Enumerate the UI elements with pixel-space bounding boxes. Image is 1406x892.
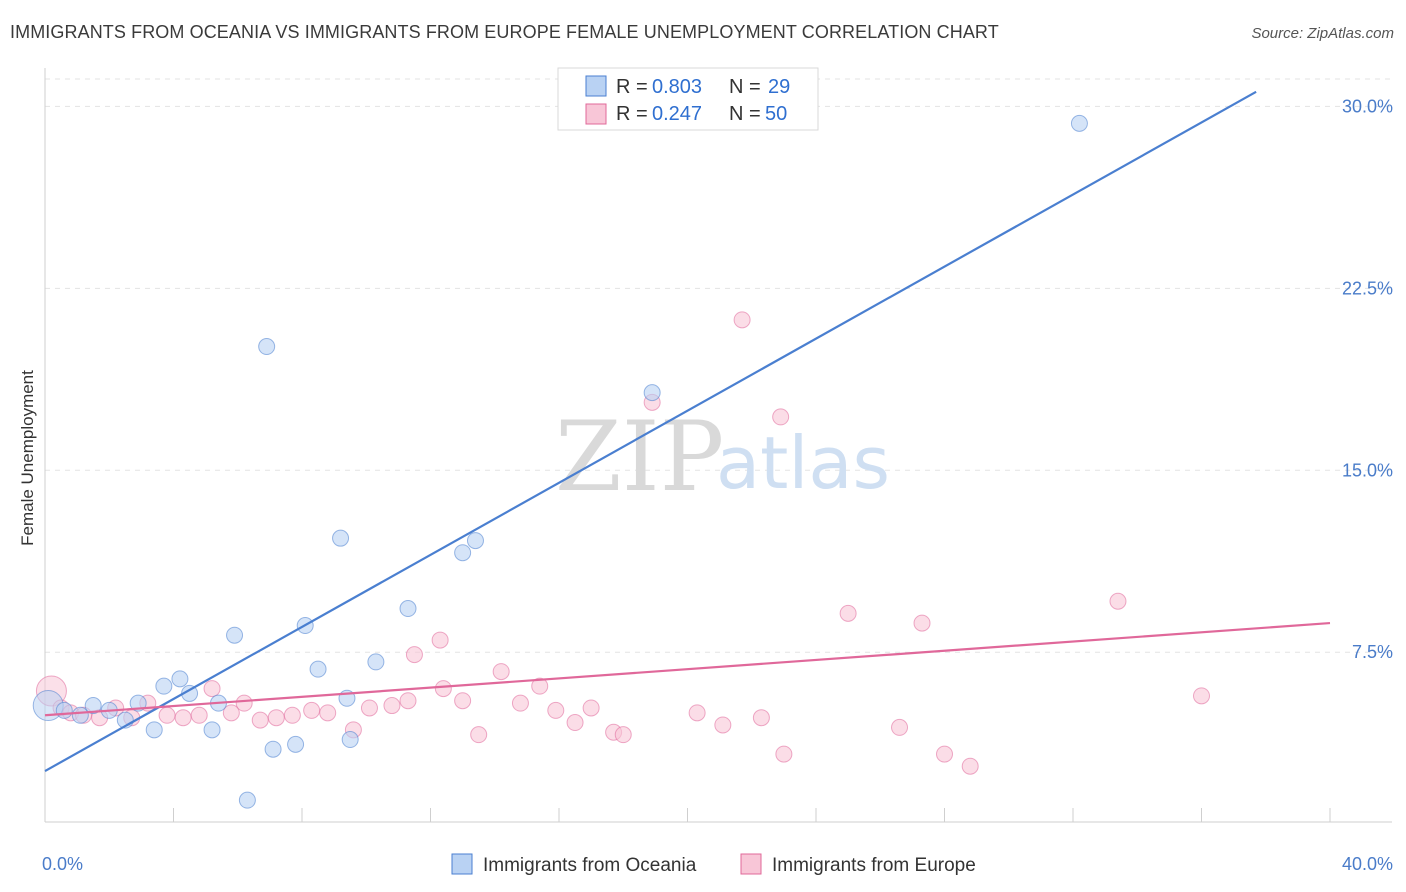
y-tick-label-0: 7.5% xyxy=(1352,642,1393,662)
point-europe-20 xyxy=(360,699,378,717)
bottom-legend-swatch-europe xyxy=(740,853,762,875)
bottom-legend-swatch-oceania xyxy=(451,853,473,875)
y-tick-labels: 7.5% 15.0% 22.5% 30.0% xyxy=(1342,96,1393,662)
y-tick-label-2: 22.5% xyxy=(1342,278,1393,298)
x-tick-label-1: 40.0% xyxy=(1342,854,1393,874)
legend-swatch-europe xyxy=(585,103,607,125)
point-europe-47 xyxy=(961,757,979,775)
point-europe-25 xyxy=(434,680,452,698)
point-europe-10 xyxy=(190,706,208,724)
point-europe-46 xyxy=(936,745,953,763)
point-europe-48 xyxy=(1109,592,1127,610)
point-europe-22 xyxy=(399,692,417,710)
point-europe-31 xyxy=(547,701,565,719)
point-oceania-13 xyxy=(226,626,244,644)
point-oceania-2 xyxy=(71,706,89,724)
point-oceania-8 xyxy=(155,677,173,695)
legend-n-value-oceania: 29 xyxy=(768,76,790,98)
point-oceania-24 xyxy=(399,600,417,618)
point-oceania-6 xyxy=(129,694,147,712)
point-oceania-16 xyxy=(264,740,282,758)
point-oceania-17 xyxy=(287,735,305,753)
point-europe-16 xyxy=(283,706,301,724)
point-europe-15 xyxy=(267,709,285,727)
point-oceania-14 xyxy=(238,791,256,809)
point-europe-21 xyxy=(383,697,401,715)
y-axis-label: Female Unemployment xyxy=(18,370,37,546)
y-tick-label-3: 30.0% xyxy=(1342,96,1393,116)
point-europe-23 xyxy=(405,646,423,664)
top-legend: R = 0.803 N = 29 R = 0.247 N = 50 xyxy=(557,67,819,131)
point-europe-35 xyxy=(614,726,632,744)
watermark: ZIP atlas xyxy=(555,401,890,513)
point-oceania-23 xyxy=(367,653,385,671)
point-europe-44 xyxy=(891,718,909,736)
point-oceania-19 xyxy=(309,660,327,678)
point-europe-27 xyxy=(470,726,488,744)
gridlines xyxy=(45,78,1392,653)
point-europe-14 xyxy=(251,711,269,729)
source-credit: Source: ZipAtlas.com xyxy=(1251,25,1394,42)
y-tick-label-1: 15.0% xyxy=(1342,460,1393,480)
x-tick-labels: 0.0% 40.0% xyxy=(42,854,1393,874)
point-europe-33 xyxy=(582,699,600,717)
point-oceania-25 xyxy=(454,544,472,562)
point-europe-40 xyxy=(752,709,770,727)
point-oceania-20 xyxy=(332,529,350,547)
legend-r-value-europe: 0.247 xyxy=(652,103,702,125)
point-europe-9 xyxy=(174,709,192,727)
point-europe-42 xyxy=(775,745,793,763)
point-oceania-26 xyxy=(466,532,484,550)
point-europe-38 xyxy=(714,716,732,734)
legend-r-value-oceania: 0.803 xyxy=(652,76,702,98)
point-europe-8 xyxy=(158,706,176,724)
legend-n-label-europe: N = xyxy=(729,103,761,125)
point-europe-17 xyxy=(303,701,321,719)
trend-line-europe xyxy=(44,621,1331,717)
bottom-legend-label-europe: Immigrants from Europe xyxy=(772,855,976,876)
point-oceania-1 xyxy=(55,701,73,719)
point-europe-41 xyxy=(772,408,790,426)
legend-n-label-oceania: N = xyxy=(729,76,761,98)
point-europe-37 xyxy=(688,704,706,722)
point-europe-12 xyxy=(222,704,240,722)
point-europe-13 xyxy=(235,694,253,712)
trend-lines xyxy=(44,90,1331,773)
bottom-legend-label-oceania: Immigrants from Oceania xyxy=(483,855,697,876)
point-europe-49 xyxy=(1193,687,1210,705)
point-oceania-28 xyxy=(1070,114,1088,132)
chart-title: IMMIGRANTS FROM OCEANIA VS IMMIGRANTS FR… xyxy=(10,22,999,42)
point-europe-24 xyxy=(431,631,449,649)
point-oceania-27 xyxy=(643,384,661,402)
point-europe-29 xyxy=(511,694,529,712)
point-oceania-11 xyxy=(203,721,221,739)
watermark-atlas: atlas xyxy=(716,421,890,505)
point-europe-39 xyxy=(733,311,751,329)
point-europe-43 xyxy=(839,604,857,622)
point-oceania-22 xyxy=(341,731,359,749)
point-europe-45 xyxy=(913,614,931,632)
point-europe-26 xyxy=(454,692,472,710)
point-oceania-3 xyxy=(84,697,102,715)
point-europe-30 xyxy=(531,677,549,695)
watermark-zip: ZIP xyxy=(555,401,724,513)
point-europe-18 xyxy=(319,704,337,722)
legend-r-label-europe: R = xyxy=(616,103,648,125)
trend-line-oceania xyxy=(44,90,1257,773)
legend-n-value-europe: 50 xyxy=(765,103,787,125)
x-tick-label-0: 0.0% xyxy=(42,854,83,874)
point-oceania-7 xyxy=(145,721,163,739)
point-oceania-15 xyxy=(258,338,276,356)
legend-swatch-oceania xyxy=(585,75,607,97)
legend-r-label-oceania: R = xyxy=(616,76,648,98)
point-oceania-9 xyxy=(171,670,189,688)
point-europe-28 xyxy=(492,663,510,681)
point-europe-32 xyxy=(566,714,584,732)
point-europe-11 xyxy=(203,680,221,698)
bottom-legend: Immigrants from Oceania Immigrants from … xyxy=(451,853,976,876)
